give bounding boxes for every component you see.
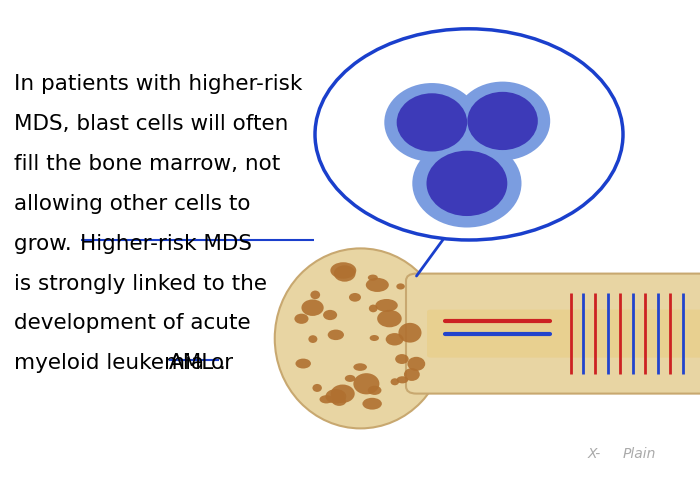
- Text: is strongly linked to the: is strongly linked to the: [14, 274, 267, 294]
- Ellipse shape: [368, 386, 382, 395]
- Ellipse shape: [302, 300, 323, 316]
- Ellipse shape: [310, 290, 320, 299]
- Ellipse shape: [319, 395, 333, 404]
- Ellipse shape: [345, 375, 356, 382]
- Ellipse shape: [334, 265, 356, 282]
- Text: grow.: grow.: [14, 234, 78, 254]
- Circle shape: [315, 29, 623, 240]
- Ellipse shape: [377, 310, 402, 327]
- Ellipse shape: [455, 82, 550, 160]
- Ellipse shape: [326, 389, 346, 404]
- Text: MDS, blast cells will often: MDS, blast cells will often: [14, 114, 288, 134]
- Ellipse shape: [349, 293, 361, 302]
- Ellipse shape: [354, 373, 379, 395]
- Ellipse shape: [332, 396, 346, 406]
- Ellipse shape: [396, 376, 408, 384]
- Text: .: .: [218, 353, 225, 373]
- Ellipse shape: [328, 330, 344, 340]
- Text: myeloid leukemia or: myeloid leukemia or: [14, 353, 240, 373]
- Ellipse shape: [407, 357, 425, 371]
- Text: Plain: Plain: [623, 447, 657, 461]
- Ellipse shape: [323, 310, 337, 320]
- Text: In patients with higher-risk: In patients with higher-risk: [14, 74, 302, 95]
- Ellipse shape: [309, 335, 317, 343]
- FancyBboxPatch shape: [427, 310, 700, 358]
- Ellipse shape: [391, 378, 399, 385]
- Text: fill the bone marrow, not: fill the bone marrow, not: [14, 154, 280, 174]
- Ellipse shape: [363, 398, 382, 409]
- Text: AML: AML: [169, 353, 214, 373]
- Ellipse shape: [331, 390, 344, 399]
- Ellipse shape: [366, 278, 389, 292]
- Ellipse shape: [395, 354, 409, 364]
- Ellipse shape: [404, 368, 420, 381]
- Ellipse shape: [369, 305, 377, 312]
- Ellipse shape: [397, 93, 467, 152]
- Ellipse shape: [330, 384, 355, 403]
- Ellipse shape: [426, 151, 508, 216]
- Ellipse shape: [398, 323, 421, 343]
- Ellipse shape: [375, 299, 398, 312]
- Ellipse shape: [295, 359, 311, 369]
- Text: Higher-risk MDS: Higher-risk MDS: [80, 234, 253, 254]
- Ellipse shape: [396, 283, 405, 289]
- Ellipse shape: [384, 83, 480, 162]
- Ellipse shape: [370, 335, 379, 341]
- Ellipse shape: [468, 92, 538, 150]
- Ellipse shape: [295, 313, 309, 324]
- Ellipse shape: [330, 262, 356, 279]
- Text: X-: X-: [588, 447, 601, 461]
- Ellipse shape: [274, 249, 447, 429]
- Ellipse shape: [386, 333, 404, 346]
- FancyBboxPatch shape: [406, 274, 700, 394]
- Ellipse shape: [354, 363, 367, 371]
- Ellipse shape: [368, 275, 378, 281]
- Text: allowing other cells to: allowing other cells to: [14, 194, 251, 214]
- Text: development of acute: development of acute: [14, 313, 251, 334]
- Ellipse shape: [412, 139, 522, 228]
- Ellipse shape: [312, 384, 322, 392]
